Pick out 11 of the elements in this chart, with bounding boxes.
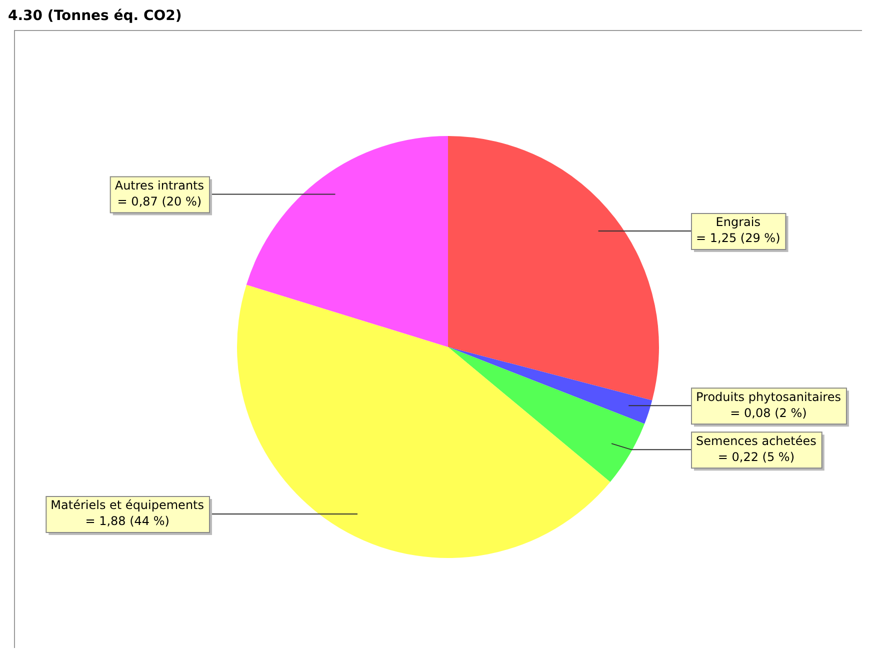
data-label: = 0,22 (5 %) bbox=[718, 450, 795, 464]
chart-title: 4.30 (Tonnes éq. CO2) bbox=[8, 8, 183, 26]
data-label: = 0,87 (20 %) bbox=[117, 194, 202, 208]
slice-label: Produits phytosanitaires bbox=[696, 390, 841, 404]
slice-label: Matériels et équipements bbox=[50, 498, 204, 512]
slice-label: Engrais bbox=[716, 215, 760, 230]
slice-label: Autres intrants bbox=[114, 178, 204, 192]
data-label: = 0,08 (2 %) bbox=[730, 406, 807, 420]
slice-label: Semences achetées bbox=[696, 434, 816, 448]
data-label: = 1,88 (44 %) bbox=[85, 514, 170, 528]
data-label: = 1,25 (29 %) bbox=[696, 231, 780, 246]
